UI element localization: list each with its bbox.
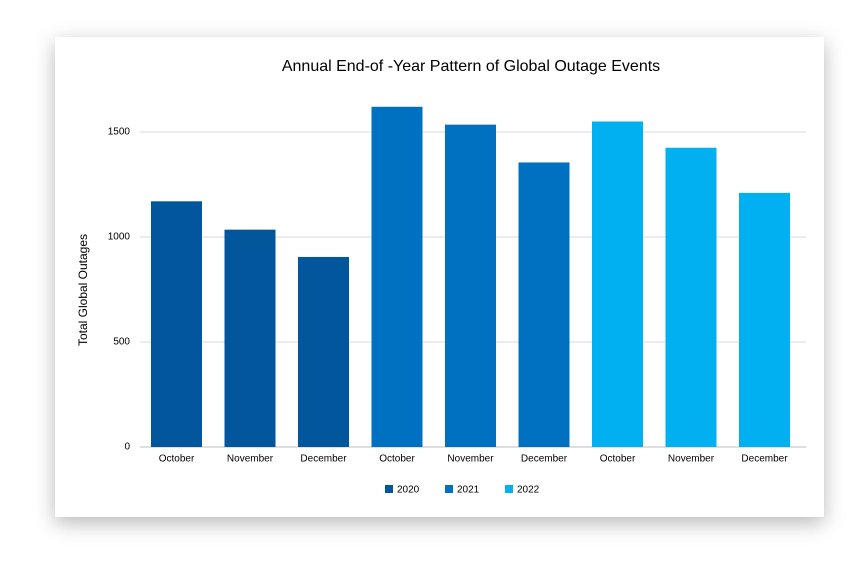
- bar: [518, 162, 570, 447]
- bar: [298, 256, 349, 447]
- chart-title: Annual End-of -Year Pattern of Global Ou…: [282, 58, 660, 75]
- bar: [739, 192, 790, 447]
- x-tick-label: October: [159, 454, 195, 465]
- legend-swatch: [385, 485, 393, 493]
- y-tick-label: 1000: [108, 232, 131, 243]
- bar: [371, 106, 423, 448]
- y-axis-label: Total Global Outages: [76, 234, 90, 346]
- y-tick-label: 1500: [108, 127, 131, 138]
- x-tick-label: November: [447, 454, 494, 465]
- x-tick-label: November: [227, 454, 274, 465]
- bar: [445, 124, 496, 448]
- x-tick-label: December: [300, 454, 347, 465]
- x-tick-label: October: [379, 454, 415, 465]
- legend-swatch: [505, 485, 513, 493]
- y-tick-label: 500: [113, 337, 130, 348]
- bar: [224, 229, 276, 447]
- legend-label: 2021: [457, 485, 480, 496]
- x-tick-label: October: [600, 454, 636, 465]
- x-tick-label: December: [521, 454, 568, 465]
- bar: [151, 201, 202, 447]
- bar: [665, 147, 717, 447]
- legend-label: 2022: [517, 485, 540, 496]
- x-tick-label: December: [741, 454, 788, 465]
- legend-label: 2020: [397, 485, 420, 496]
- bar: [592, 121, 643, 447]
- y-tick-label: 0: [124, 442, 130, 453]
- legend-swatch: [445, 485, 453, 493]
- x-tick-label: November: [668, 454, 715, 465]
